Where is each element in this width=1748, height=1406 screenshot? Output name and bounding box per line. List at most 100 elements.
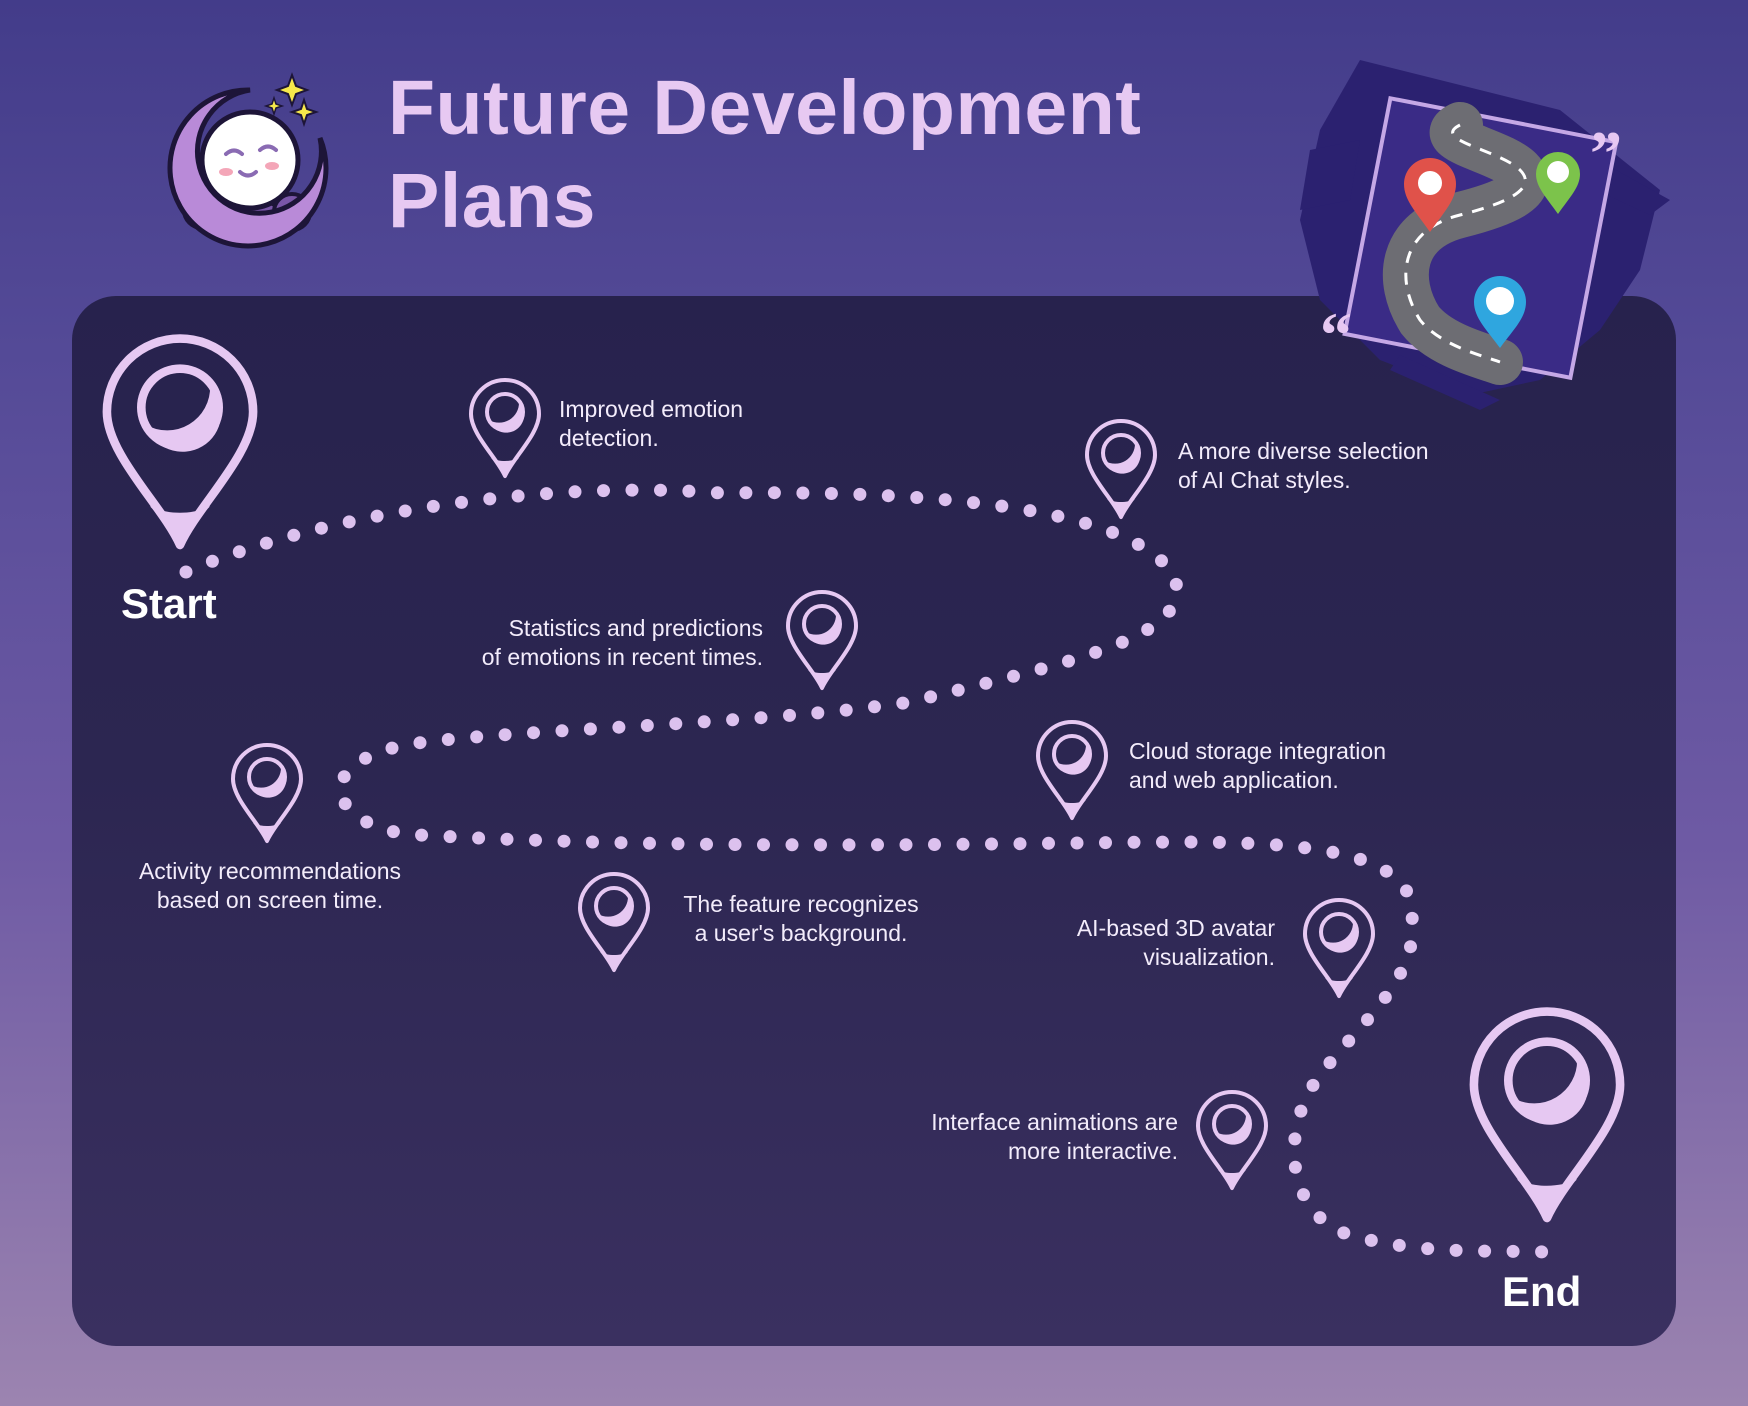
- start-pin: [102, 334, 258, 550]
- route-dot: [1294, 1104, 1308, 1118]
- route-dot: [1326, 845, 1340, 859]
- route-dot: [951, 683, 965, 697]
- route-dot: [1013, 837, 1027, 851]
- route-dot: [555, 724, 569, 738]
- route-dot: [1184, 835, 1198, 849]
- route-dot: [625, 483, 639, 497]
- route-dot: [472, 831, 486, 845]
- route-dot: [426, 499, 440, 513]
- route-dot: [726, 713, 740, 727]
- route-dot: [1162, 604, 1176, 618]
- route-dot: [1023, 504, 1037, 518]
- route-dot: [359, 751, 372, 765]
- route-dot: [498, 728, 512, 742]
- route-dot: [1535, 1245, 1549, 1259]
- route-dot: [881, 489, 895, 503]
- route-dot: [654, 483, 667, 497]
- route-dot: [597, 484, 610, 498]
- route-dot: [767, 486, 781, 500]
- route-dot: [529, 833, 542, 847]
- route-dot: [398, 504, 412, 518]
- route-dot: [1034, 662, 1048, 676]
- route-dot: [338, 797, 352, 811]
- route-dot: [910, 491, 924, 504]
- route-dot: [1342, 1034, 1356, 1048]
- route-dot: [568, 485, 582, 499]
- route-dot: [179, 565, 193, 579]
- route-dot: [1051, 509, 1065, 523]
- route-dot: [1106, 525, 1119, 539]
- page-title: Future Development Plans: [388, 62, 1288, 248]
- milestone-label-6: The feature recognizes a user's backgrou…: [683, 891, 919, 946]
- route-dot: [700, 837, 713, 851]
- route-dot: [1141, 623, 1155, 636]
- route-dot: [1323, 1056, 1337, 1070]
- route-dot: [1405, 911, 1419, 925]
- route-dot: [995, 499, 1009, 513]
- route-dot: [896, 696, 910, 710]
- route-dot: [614, 836, 628, 850]
- route-dot: [540, 487, 553, 501]
- route-dot: [205, 554, 219, 568]
- milestone-label-7: AI-based 3D avatar visualization.: [1076, 915, 1275, 970]
- route-dot: [586, 835, 599, 849]
- route-dot: [824, 487, 838, 500]
- start-label: Start: [121, 580, 217, 627]
- route-dot: [511, 489, 525, 503]
- route-dot: [527, 726, 540, 740]
- end-label: End: [1502, 1268, 1582, 1315]
- route-dot: [757, 838, 770, 852]
- route-dot: [1115, 635, 1129, 649]
- route-dot: [1337, 1226, 1351, 1240]
- route-dot: [1306, 1078, 1320, 1092]
- route-dot: [259, 536, 273, 550]
- route-dot: [1404, 940, 1417, 954]
- route-dot: [1506, 1244, 1520, 1258]
- route-dot: [1079, 516, 1092, 530]
- milestone-label-2: A more diverse selection of AI Chat styl…: [1178, 438, 1429, 493]
- route-dot: [1378, 990, 1392, 1004]
- milestone-pin-4: [231, 743, 303, 843]
- milestone-pin-2: [1085, 419, 1157, 519]
- route-dot: [1169, 577, 1183, 591]
- route-dot: [839, 703, 853, 717]
- roadmap-panel: [72, 296, 1676, 1346]
- milestone-label-3: Statistics and predictions of emotions i…: [481, 615, 763, 670]
- route-dot: [785, 838, 799, 852]
- milestone-pin-3: [786, 590, 858, 690]
- route-dot: [1478, 1244, 1492, 1258]
- route-dot: [314, 521, 328, 535]
- route-dot: [385, 741, 399, 755]
- route-dot: [1361, 1013, 1374, 1027]
- route-dot: [728, 838, 742, 851]
- route-dot: [1089, 645, 1103, 659]
- route-dot: [1127, 835, 1141, 849]
- route-dot: [1297, 1188, 1310, 1202]
- route-dot: [1099, 836, 1112, 850]
- route-dot: [754, 711, 768, 725]
- route-dot: [1313, 1211, 1327, 1225]
- route-dot: [1449, 1243, 1463, 1257]
- route-dot: [697, 715, 711, 729]
- route-dot: [557, 834, 571, 848]
- route-dot: [337, 770, 351, 784]
- route-dot: [1241, 836, 1255, 850]
- route-dot: [1353, 852, 1367, 866]
- route-dot: [413, 736, 427, 750]
- route-dot: [868, 700, 881, 714]
- route-dot: [842, 838, 856, 852]
- route-dot: [455, 495, 468, 509]
- milestone-label-8: Interface animations are more interactiv…: [931, 1109, 1178, 1164]
- route-dot: [938, 493, 952, 507]
- route-dot: [1042, 836, 1055, 850]
- route-dot: [1007, 669, 1020, 683]
- route-dot: [287, 528, 301, 542]
- route-dot: [612, 720, 626, 734]
- route-dot: [979, 676, 993, 690]
- route-dot: [1062, 654, 1075, 668]
- route-dot: [1394, 966, 1407, 980]
- route-dot: [643, 836, 656, 850]
- route-dot: [1298, 841, 1312, 855]
- route-dot: [1392, 1238, 1406, 1252]
